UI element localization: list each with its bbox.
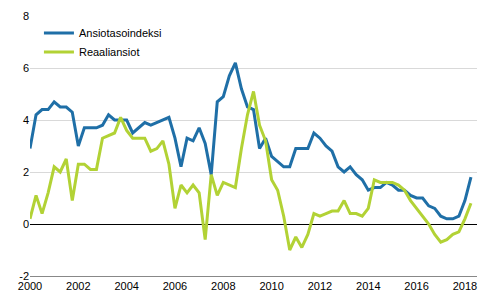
svg-text:6: 6	[23, 62, 29, 74]
svg-text:8: 8	[23, 10, 29, 22]
svg-text:2000: 2000	[18, 280, 42, 292]
svg-text:2010: 2010	[259, 280, 283, 292]
svg-text:-2: -2	[19, 270, 29, 282]
svg-text:4: 4	[23, 114, 29, 126]
svg-text:2: 2	[23, 166, 29, 178]
svg-text:Reaaliansiot: Reaaliansiot	[79, 46, 140, 58]
svg-text:2008: 2008	[211, 280, 235, 292]
svg-text:2004: 2004	[114, 280, 138, 292]
svg-text:2018: 2018	[453, 280, 477, 292]
svg-text:0: 0	[23, 218, 29, 230]
svg-text:2002: 2002	[66, 280, 90, 292]
svg-text:2012: 2012	[308, 280, 332, 292]
svg-text:2014: 2014	[356, 280, 380, 292]
svg-text:2016: 2016	[404, 280, 428, 292]
svg-text:2006: 2006	[163, 280, 187, 292]
svg-text:Ansiotasoindeksi: Ansiotasoindeksi	[79, 27, 162, 39]
